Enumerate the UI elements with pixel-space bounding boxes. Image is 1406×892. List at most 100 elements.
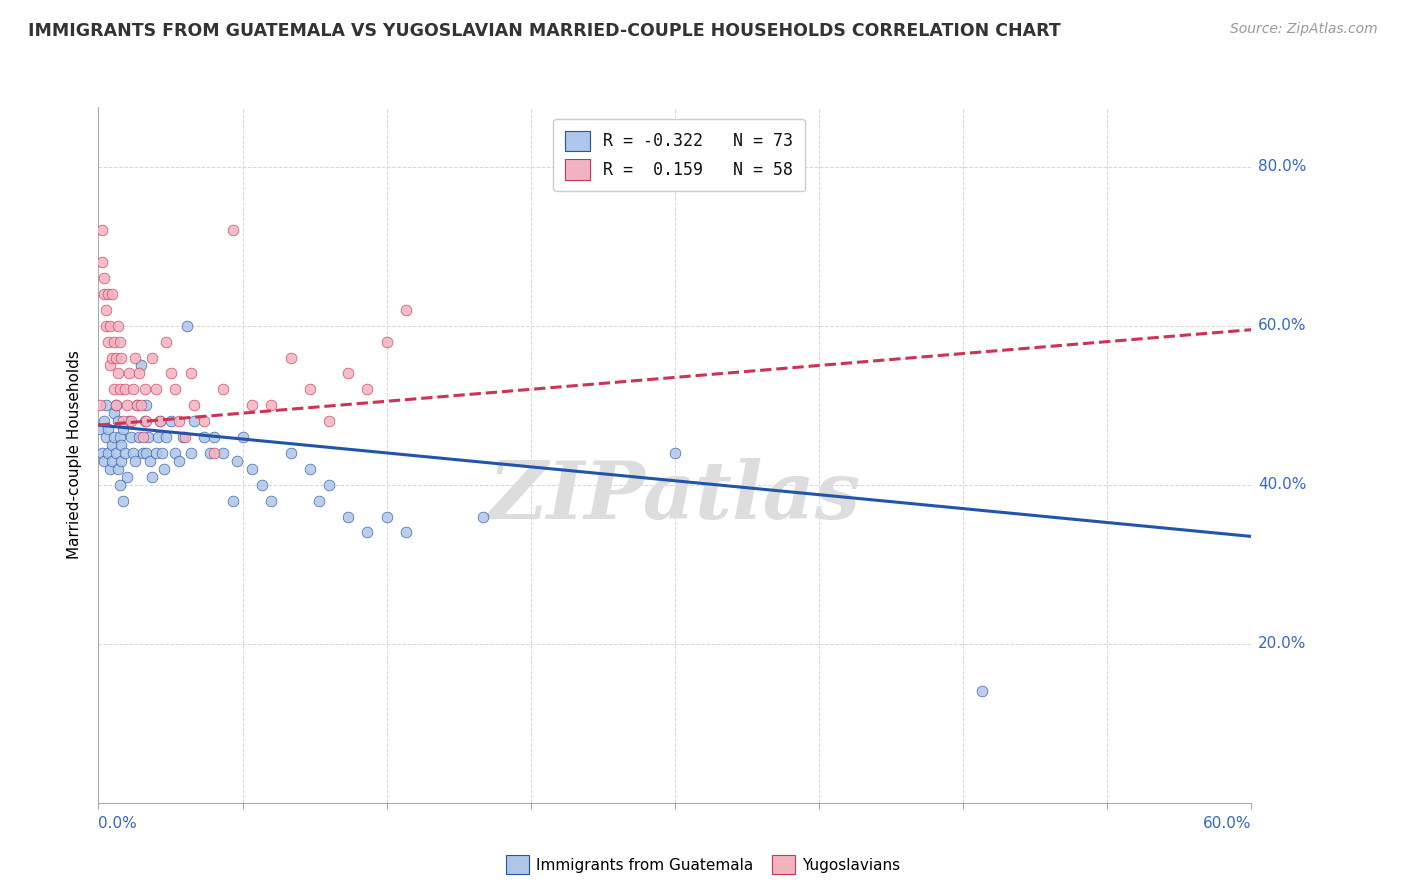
- Point: [135, 414, 157, 428]
- Point: [112, 414, 135, 428]
- Point: [212, 446, 235, 460]
- Point: [110, 438, 132, 452]
- Point: [395, 525, 418, 540]
- Point: [128, 367, 150, 381]
- Point: [193, 414, 215, 428]
- Point: [356, 525, 378, 540]
- Point: [97, 446, 120, 460]
- Point: [93, 414, 115, 428]
- Point: [250, 477, 273, 491]
- Point: [131, 446, 153, 460]
- Point: [193, 430, 215, 444]
- Point: [124, 351, 146, 365]
- Point: [138, 430, 160, 444]
- Point: [280, 446, 302, 460]
- Point: [93, 286, 115, 301]
- Point: [120, 414, 142, 428]
- Point: [112, 422, 135, 436]
- Point: [145, 446, 167, 460]
- Point: [141, 470, 163, 484]
- Point: [134, 382, 156, 396]
- Point: [117, 398, 138, 412]
- Point: [280, 351, 302, 365]
- Point: [145, 382, 167, 396]
- Point: [165, 446, 187, 460]
- Point: [146, 430, 169, 444]
- Point: [129, 359, 152, 373]
- Point: [118, 414, 141, 428]
- Point: [308, 493, 330, 508]
- Point: [103, 334, 125, 349]
- Point: [160, 367, 183, 381]
- Point: [134, 414, 156, 428]
- Point: [117, 470, 138, 484]
- Point: [183, 414, 205, 428]
- Point: [124, 454, 146, 468]
- Point: [107, 367, 129, 381]
- Point: [139, 454, 162, 468]
- Point: [110, 454, 132, 468]
- Point: [471, 509, 494, 524]
- Point: [337, 509, 360, 524]
- Point: [135, 398, 157, 412]
- Point: [260, 493, 283, 508]
- Point: [183, 398, 205, 412]
- Point: [104, 398, 127, 412]
- Point: [103, 406, 125, 420]
- Point: [128, 430, 150, 444]
- Point: [318, 477, 340, 491]
- Point: [172, 430, 194, 444]
- Point: [94, 318, 117, 333]
- Point: [222, 223, 245, 237]
- Point: [212, 382, 235, 396]
- Point: [131, 430, 153, 444]
- Point: [240, 398, 263, 412]
- Point: [180, 367, 202, 381]
- Point: [318, 414, 340, 428]
- Point: [114, 446, 136, 460]
- Point: [240, 462, 263, 476]
- Text: 0.0%: 0.0%: [98, 816, 138, 831]
- Text: IMMIGRANTS FROM GUATEMALA VS YUGOSLAVIAN MARRIED-COUPLE HOUSEHOLDS CORRELATION C: IMMIGRANTS FROM GUATEMALA VS YUGOSLAVIAN…: [28, 22, 1062, 40]
- Point: [91, 446, 114, 460]
- Point: [120, 430, 142, 444]
- Text: 60.0%: 60.0%: [1258, 318, 1306, 334]
- Point: [94, 302, 117, 317]
- Point: [165, 382, 187, 396]
- Point: [97, 286, 120, 301]
- Point: [98, 318, 121, 333]
- Text: 60.0%: 60.0%: [1204, 816, 1251, 831]
- Legend: R = -0.322   N = 73, R =  0.159   N = 58: R = -0.322 N = 73, R = 0.159 N = 58: [553, 119, 804, 191]
- Point: [160, 414, 183, 428]
- Point: [108, 430, 131, 444]
- Point: [108, 382, 131, 396]
- Text: 40.0%: 40.0%: [1258, 477, 1306, 492]
- Point: [125, 398, 148, 412]
- Text: ZIPatlas: ZIPatlas: [489, 458, 860, 535]
- Point: [107, 318, 129, 333]
- Point: [110, 351, 132, 365]
- Point: [93, 454, 115, 468]
- Point: [101, 438, 124, 452]
- Point: [97, 334, 120, 349]
- Point: [125, 398, 148, 412]
- Point: [180, 446, 202, 460]
- Point: [141, 351, 163, 365]
- Point: [337, 367, 360, 381]
- Point: [225, 454, 247, 468]
- Point: [103, 430, 125, 444]
- Point: [356, 382, 378, 396]
- Point: [149, 414, 172, 428]
- Y-axis label: Married-couple Households: Married-couple Households: [67, 351, 83, 559]
- Point: [101, 454, 124, 468]
- Point: [118, 367, 141, 381]
- Point: [202, 430, 225, 444]
- Point: [91, 223, 114, 237]
- Point: [222, 493, 245, 508]
- Point: [122, 382, 145, 396]
- Point: [395, 302, 418, 317]
- Point: [104, 351, 127, 365]
- Point: [98, 462, 121, 476]
- Point: [202, 446, 225, 460]
- Point: [93, 271, 115, 285]
